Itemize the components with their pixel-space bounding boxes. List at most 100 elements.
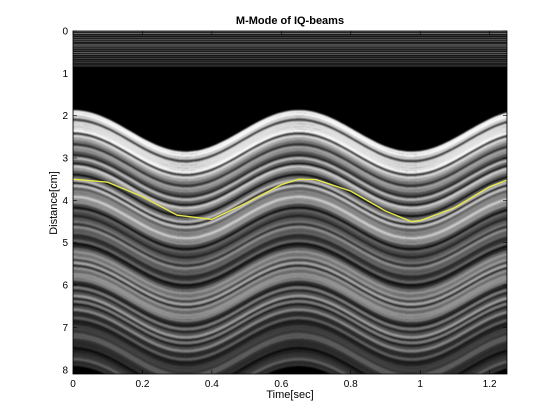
near-field-band (73, 31, 507, 33)
echo-band (73, 145, 507, 190)
echo-band (73, 190, 507, 235)
echo-band (73, 151, 507, 196)
echo-band (73, 162, 507, 207)
echo-band (73, 291, 507, 336)
near-field-band (73, 42, 507, 44)
echo-band (73, 344, 507, 374)
x-axis: 0 0.2 0.4 0.6 0.8 1 1.2 (70, 31, 497, 390)
echo-band (73, 137, 507, 182)
near-field-band (73, 34, 507, 37)
echo-band (73, 313, 507, 358)
echo-band (73, 269, 507, 314)
echo-band (73, 179, 507, 224)
near-field-band (73, 59, 507, 61)
x-tick-label: 1 (417, 379, 423, 390)
near-field-band (73, 36, 507, 38)
echo-band (73, 346, 507, 374)
echo-band (73, 223, 507, 268)
y-tick-label: 8 (62, 365, 68, 376)
near-field-band (73, 65, 507, 67)
echo-band (73, 154, 507, 199)
near-field-band (73, 51, 507, 54)
y-tick-label: 0 (62, 27, 68, 38)
echo-band (73, 267, 507, 312)
echo-band (73, 335, 507, 374)
echo-band (73, 349, 507, 374)
echo-band (73, 244, 507, 290)
echo-band (73, 341, 507, 374)
echo-band (73, 123, 507, 168)
echo-band (73, 256, 507, 301)
near-field-band (73, 55, 507, 58)
echo-band (73, 247, 507, 292)
x-tick-label: 0.2 (135, 379, 149, 390)
y-axis: 0 1 2 3 4 5 6 7 8 (62, 27, 507, 376)
echo-band (73, 363, 507, 374)
echo-band (73, 319, 507, 364)
echo-band (73, 206, 507, 251)
x-tick-label: 0.4 (205, 379, 219, 390)
echo-band (73, 220, 507, 265)
near-field-band (73, 48, 507, 50)
echo-band (73, 338, 507, 374)
tracked-line (73, 178, 507, 223)
echo-band (73, 231, 507, 276)
near-field-band (73, 38, 507, 40)
echo-band (73, 217, 507, 262)
echo-band (73, 140, 507, 185)
near-field-band (73, 46, 507, 48)
echo-band (73, 360, 507, 374)
echo-band (73, 311, 507, 356)
echo-band (73, 289, 507, 334)
echo-band (73, 198, 507, 243)
echo-band (73, 233, 507, 279)
echo-band (73, 297, 507, 342)
echo-band (73, 286, 507, 331)
echo-band (73, 132, 507, 177)
echo-band (73, 280, 507, 325)
echo-band (73, 201, 507, 246)
echo-band (73, 305, 507, 350)
echo-band (73, 156, 507, 201)
echo-band (73, 355, 507, 374)
near-field-band (73, 53, 507, 56)
echo-band (73, 278, 507, 323)
near-field-band (73, 63, 507, 65)
y-tick-label: 2 (62, 111, 68, 122)
echo-band (73, 165, 507, 210)
x-tick-label: 1.2 (483, 379, 497, 390)
y-tick-label: 7 (62, 323, 68, 334)
echo-band (73, 134, 507, 179)
echo-band (73, 173, 507, 218)
near-field-bands (73, 31, 507, 67)
echo-band (73, 118, 507, 163)
near-field-band (73, 50, 507, 52)
echo-band (73, 272, 507, 317)
x-tick-label: 0.8 (344, 379, 358, 390)
echo-band (73, 333, 507, 374)
echo-band (73, 275, 507, 320)
echo-band (73, 203, 507, 248)
near-field-band (73, 32, 507, 35)
near-field-band (73, 61, 507, 63)
echo-band (73, 302, 507, 347)
echo-band (73, 294, 507, 339)
echo-band (73, 192, 507, 237)
echo-band (73, 228, 507, 273)
near-field-band (73, 40, 507, 42)
echo-band (73, 322, 507, 367)
echo-band (73, 236, 507, 281)
x-tick-label: 0 (70, 379, 76, 390)
y-axis-label: Distance[cm] (48, 171, 60, 235)
echo-band (73, 283, 507, 328)
echo-band (73, 129, 507, 174)
y-tick-label: 4 (62, 196, 68, 207)
echo-band (73, 239, 507, 284)
echo-band (73, 170, 507, 215)
echo-band (73, 115, 507, 160)
tissue-echo-bands (73, 110, 507, 374)
echo-band (73, 316, 507, 361)
plot-frame (72, 30, 508, 375)
echo-band (73, 143, 507, 188)
